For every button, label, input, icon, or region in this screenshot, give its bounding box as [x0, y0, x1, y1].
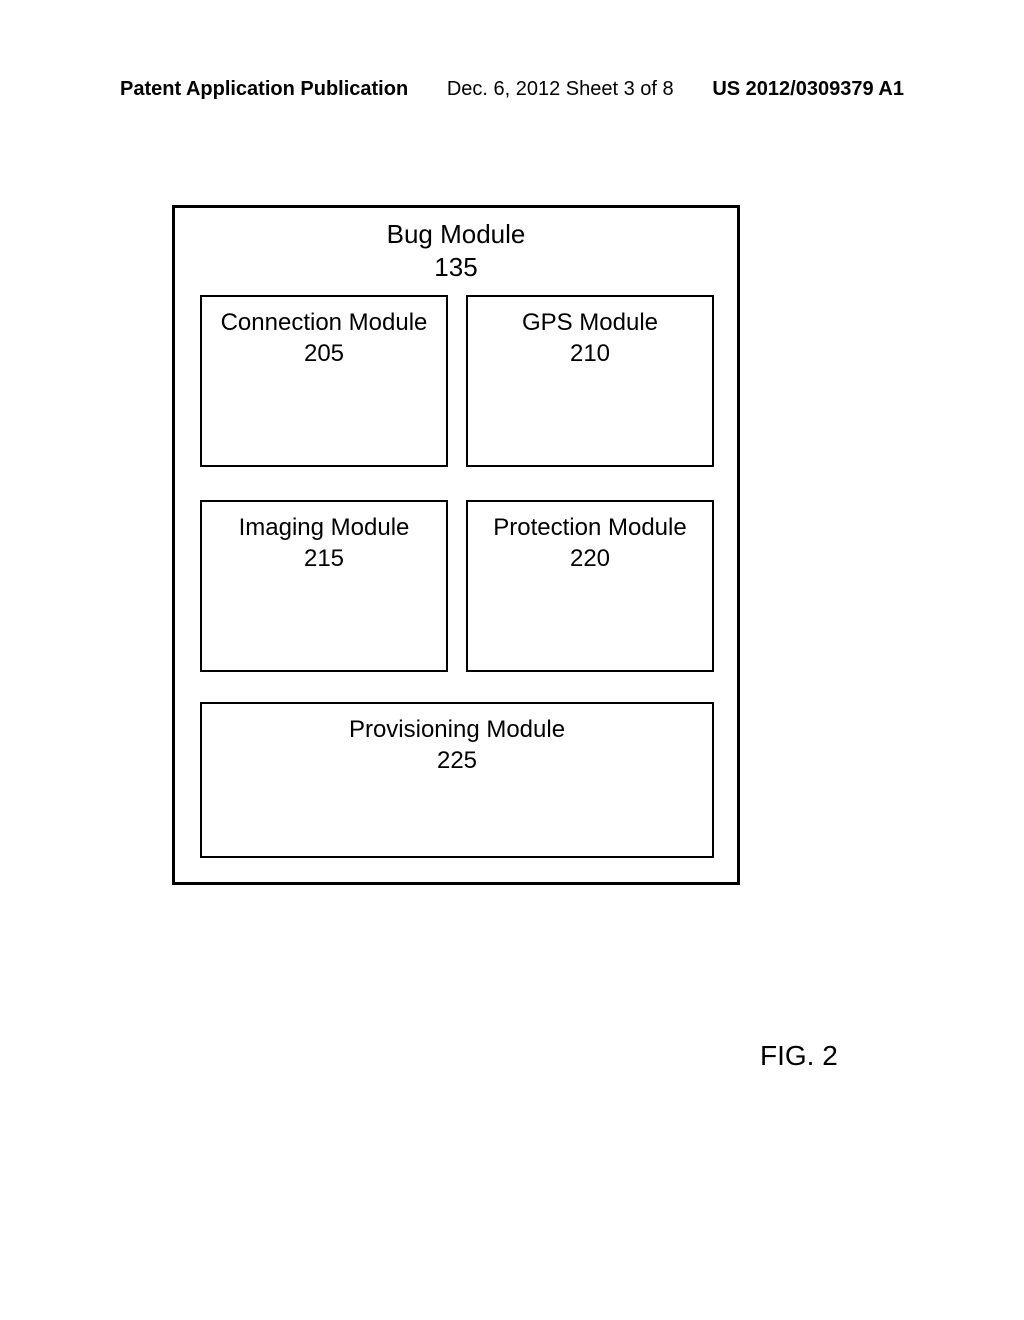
- connection-module-box: Connection Module 205: [200, 295, 448, 467]
- bug-module-title-block: Bug Module 135: [175, 208, 737, 283]
- gps-module-box: GPS Module 210: [466, 295, 714, 467]
- protection-module-number: 220: [468, 543, 712, 574]
- figure-label: FIG. 2: [760, 1040, 838, 1072]
- page-header: Patent Application Publication Dec. 6, 2…: [0, 78, 1024, 101]
- provisioning-module-box: Provisioning Module 225: [200, 702, 714, 858]
- bug-module-title: Bug Module: [175, 218, 737, 251]
- header-left: Patent Application Publication: [120, 78, 408, 101]
- connection-module-title: Connection Module: [202, 307, 446, 338]
- connection-module-number: 205: [202, 338, 446, 369]
- protection-module-box: Protection Module 220: [466, 500, 714, 672]
- header-center: Dec. 6, 2012 Sheet 3 of 8: [447, 78, 674, 101]
- imaging-module-number: 215: [202, 543, 446, 574]
- imaging-module-title: Imaging Module: [202, 512, 446, 543]
- header-right: US 2012/0309379 A1: [712, 78, 904, 101]
- bug-module-number: 135: [175, 251, 737, 284]
- provisioning-module-number: 225: [202, 745, 712, 776]
- protection-module-title: Protection Module: [468, 512, 712, 543]
- imaging-module-box: Imaging Module 215: [200, 500, 448, 672]
- gps-module-title: GPS Module: [468, 307, 712, 338]
- gps-module-number: 210: [468, 338, 712, 369]
- provisioning-module-title: Provisioning Module: [202, 714, 712, 745]
